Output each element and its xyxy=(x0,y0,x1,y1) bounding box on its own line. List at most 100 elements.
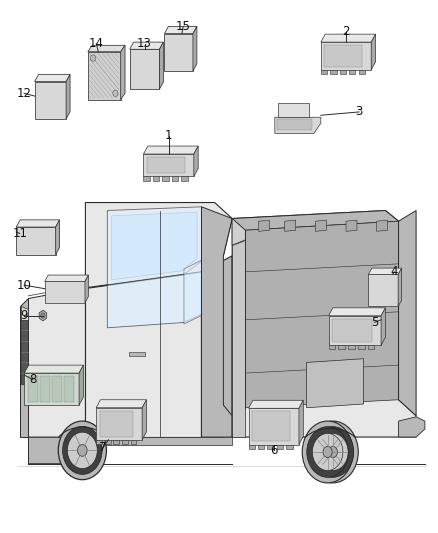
Polygon shape xyxy=(45,281,85,303)
Polygon shape xyxy=(129,352,145,356)
Text: 6: 6 xyxy=(270,444,278,457)
Polygon shape xyxy=(56,220,60,255)
Circle shape xyxy=(78,445,87,456)
Polygon shape xyxy=(79,365,83,405)
Polygon shape xyxy=(328,345,335,350)
Circle shape xyxy=(328,447,337,457)
Polygon shape xyxy=(368,274,398,306)
Polygon shape xyxy=(332,319,372,342)
Polygon shape xyxy=(184,260,201,324)
Text: 9: 9 xyxy=(20,309,28,322)
Polygon shape xyxy=(321,70,327,74)
Polygon shape xyxy=(377,220,388,231)
Polygon shape xyxy=(153,176,159,181)
Polygon shape xyxy=(20,298,28,437)
Polygon shape xyxy=(21,320,28,384)
Polygon shape xyxy=(346,220,357,231)
Polygon shape xyxy=(258,445,264,449)
Polygon shape xyxy=(16,220,60,227)
Polygon shape xyxy=(143,154,194,176)
Polygon shape xyxy=(85,275,88,303)
Circle shape xyxy=(312,426,354,478)
Polygon shape xyxy=(28,437,85,464)
Polygon shape xyxy=(399,211,416,416)
Polygon shape xyxy=(201,256,232,437)
Text: 13: 13 xyxy=(137,37,152,50)
Polygon shape xyxy=(279,102,309,117)
Polygon shape xyxy=(35,74,70,82)
Text: 5: 5 xyxy=(371,316,378,329)
Text: 12: 12 xyxy=(17,87,32,100)
Circle shape xyxy=(323,447,332,457)
Circle shape xyxy=(41,313,45,318)
Polygon shape xyxy=(324,45,362,67)
Polygon shape xyxy=(258,220,269,231)
Polygon shape xyxy=(371,34,376,70)
Polygon shape xyxy=(330,70,336,74)
Polygon shape xyxy=(52,376,62,402)
Polygon shape xyxy=(398,268,402,306)
Polygon shape xyxy=(277,445,283,449)
Text: 14: 14 xyxy=(89,37,104,50)
Polygon shape xyxy=(96,408,142,440)
Polygon shape xyxy=(28,376,38,402)
Polygon shape xyxy=(359,70,365,74)
Polygon shape xyxy=(16,227,56,255)
Polygon shape xyxy=(85,272,201,437)
Polygon shape xyxy=(232,240,245,437)
Circle shape xyxy=(113,90,118,96)
Polygon shape xyxy=(120,45,125,100)
Polygon shape xyxy=(340,70,346,74)
Polygon shape xyxy=(45,275,88,281)
Polygon shape xyxy=(39,310,47,321)
Polygon shape xyxy=(64,376,74,402)
Polygon shape xyxy=(35,82,66,119)
Polygon shape xyxy=(201,207,232,437)
Polygon shape xyxy=(24,365,83,373)
Polygon shape xyxy=(112,212,197,280)
Polygon shape xyxy=(40,376,50,402)
Polygon shape xyxy=(96,440,102,444)
Polygon shape xyxy=(321,34,376,42)
Polygon shape xyxy=(130,50,159,90)
Polygon shape xyxy=(328,308,385,316)
Polygon shape xyxy=(107,207,201,285)
Polygon shape xyxy=(232,211,399,230)
Circle shape xyxy=(318,433,348,471)
Polygon shape xyxy=(85,203,232,288)
Polygon shape xyxy=(181,176,187,181)
Polygon shape xyxy=(368,345,374,350)
Polygon shape xyxy=(299,400,303,445)
Polygon shape xyxy=(249,408,299,445)
Polygon shape xyxy=(193,27,197,71)
Polygon shape xyxy=(315,220,326,231)
Circle shape xyxy=(307,426,349,478)
Polygon shape xyxy=(21,306,28,320)
Polygon shape xyxy=(113,440,119,444)
Text: 2: 2 xyxy=(342,26,350,38)
Polygon shape xyxy=(277,119,311,131)
Circle shape xyxy=(312,433,343,471)
Circle shape xyxy=(63,426,102,474)
Polygon shape xyxy=(28,288,85,437)
Polygon shape xyxy=(159,42,163,90)
Polygon shape xyxy=(349,70,356,74)
Polygon shape xyxy=(77,437,232,445)
Polygon shape xyxy=(164,34,193,71)
Circle shape xyxy=(90,55,95,61)
Polygon shape xyxy=(96,400,146,408)
Polygon shape xyxy=(358,345,364,350)
Text: 15: 15 xyxy=(176,20,191,33)
Text: 4: 4 xyxy=(390,265,398,278)
Polygon shape xyxy=(275,117,321,133)
Polygon shape xyxy=(249,400,303,408)
Polygon shape xyxy=(232,219,245,245)
Polygon shape xyxy=(88,52,120,100)
Text: 8: 8 xyxy=(29,373,36,386)
Polygon shape xyxy=(105,440,110,444)
Polygon shape xyxy=(24,373,79,405)
Polygon shape xyxy=(100,411,133,437)
Polygon shape xyxy=(143,176,150,181)
Polygon shape xyxy=(381,308,385,345)
Circle shape xyxy=(67,432,97,469)
